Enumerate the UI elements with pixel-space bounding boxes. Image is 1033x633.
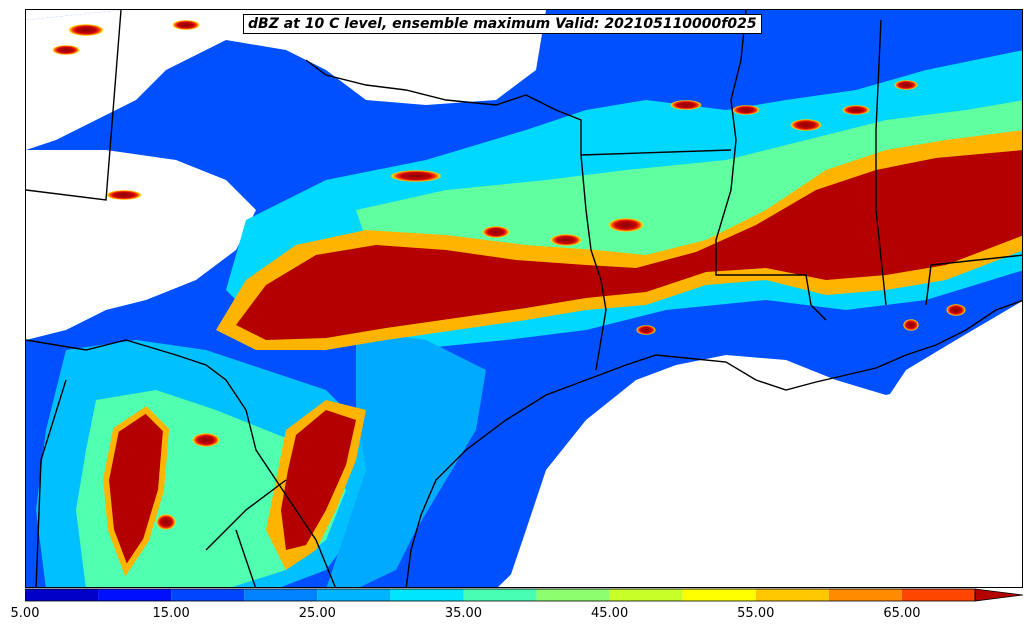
colorbar-box: [682, 589, 756, 601]
map-canvas: [26, 10, 1022, 587]
border-texas-louisiana: [580, 154, 607, 371]
precip-cyan-band-coast: [326, 330, 486, 587]
colorbar: [25, 588, 1024, 602]
border-mexico-states: [35, 379, 287, 587]
colorbar-tick-label: 65.00: [883, 606, 921, 621]
colorbar-box: [25, 589, 99, 601]
colorbar-box: [171, 589, 245, 601]
precip-red-band-west: [106, 410, 166, 570]
border-alabama-florida: [925, 254, 1022, 306]
border-texas-north: [305, 59, 582, 155]
colorbar-outline: [25, 588, 976, 602]
reflectivity-map: [25, 9, 1023, 588]
colorbar-extend-arrow: [974, 588, 1024, 602]
colorbar-box: [828, 589, 902, 601]
border-mexico: [26, 339, 336, 587]
coastline-gulf: [405, 299, 1022, 587]
colorbar-tick-label: 35.00: [444, 606, 483, 621]
colorbar-tick-label: 45.00: [591, 606, 629, 621]
colorbar-box: [390, 589, 464, 601]
colorbar-tick-label: 55.00: [737, 606, 775, 621]
colorbar-tick-label: 25.00: [298, 606, 336, 621]
colorbar-box: [755, 589, 829, 601]
colorbar-box: [609, 589, 683, 601]
colorbar-box: [463, 589, 537, 601]
colorbar-boxes: [25, 588, 1024, 602]
colorbar-box: [244, 589, 318, 601]
precip-yellow-ring-west: [102, 406, 170, 577]
colorbar-tick-label: 5.00: [10, 606, 40, 621]
colorbar-box: [317, 589, 391, 601]
colorbar-box: [536, 589, 610, 601]
border-new-mexico-east: [26, 10, 122, 201]
border-mississippi-alabama: [875, 19, 887, 306]
colorbar-tick-label: 15.00: [152, 606, 190, 621]
reflectivity-field: [26, 10, 1022, 587]
precip-gap-gulf: [506, 355, 1022, 587]
colorbar-box: [98, 589, 172, 601]
border-mississippi-river: [715, 10, 827, 321]
boundaries: [26, 10, 1022, 587]
precip-gap-north-top: [26, 10, 546, 150]
border-arkansas-louisiana: [580, 149, 732, 156]
precip-red-core-main: [236, 150, 1022, 340]
isolated-cells: [52, 20, 966, 530]
colorbar-box: [901, 589, 975, 601]
map-title: dBZ at 10 C level, ensemble maximum Vali…: [243, 14, 762, 34]
